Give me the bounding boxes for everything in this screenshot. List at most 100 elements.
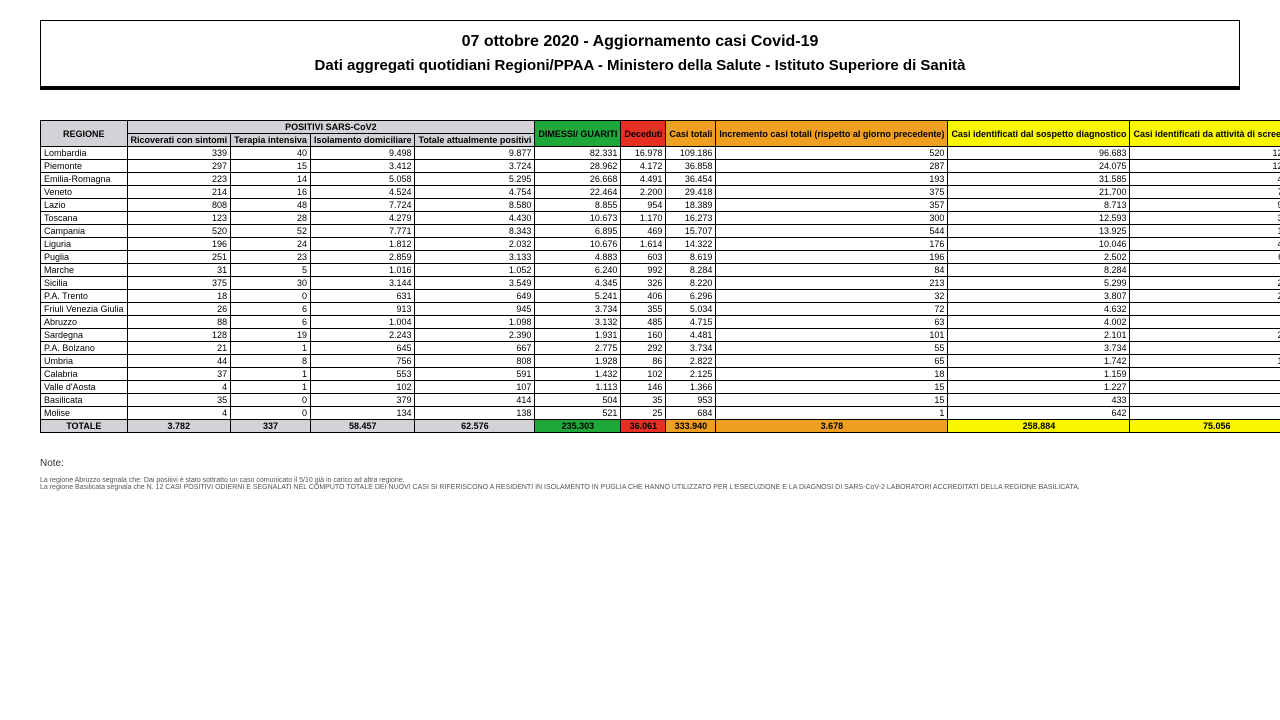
data-cell: 6 <box>231 316 311 329</box>
data-cell: 29.418 <box>666 186 716 199</box>
table-row: P.A. Trento1806316495.2414066.296323.807… <box>41 290 1280 303</box>
data-cell: 24 <box>231 238 311 251</box>
table-row: Campania520527.7718.3436.89546915.707544… <box>41 225 1280 238</box>
data-cell: 2.502 <box>948 251 1130 264</box>
data-cell: 3.734 <box>666 342 716 355</box>
data-cell: 8.713 <box>948 199 1130 212</box>
data-cell: 326 <box>621 277 666 290</box>
data-cell: 24.075 <box>948 160 1130 173</box>
total-row: TOTALE3.78233758.45762.576235.30336.0613… <box>41 420 1280 433</box>
data-cell: 26.668 <box>535 173 621 186</box>
data-cell: 469 <box>621 225 666 238</box>
data-cell: 28.962 <box>535 160 621 173</box>
data-cell: 8.343 <box>415 225 535 238</box>
table-row: Molise401341385212568416424268444.53946.… <box>41 407 1280 420</box>
data-cell: 14.322 <box>666 238 716 251</box>
data-cell: 953 <box>666 394 716 407</box>
region-cell: Veneto <box>41 186 128 199</box>
data-cell: 1.928 <box>535 355 621 368</box>
covid-table: REGIONE POSITIVI SARS-CoV2 DIMESSI/ GUAR… <box>40 120 1280 433</box>
data-cell: 35 <box>127 394 231 407</box>
data-cell: 16 <box>231 186 311 199</box>
data-cell: 1.170 <box>621 212 666 225</box>
data-cell: 36.454 <box>666 173 716 186</box>
data-cell: 4 <box>127 407 231 420</box>
data-cell: 9.676 <box>1130 199 1280 212</box>
data-cell: 4.491 <box>621 173 666 186</box>
data-cell: 15 <box>716 381 948 394</box>
data-cell: 1.366 <box>666 381 716 394</box>
data-cell: 5.295 <box>415 173 535 186</box>
data-cell: 520 <box>127 225 231 238</box>
col-dimessi: DIMESSI/ GUARITI <box>535 121 621 147</box>
data-cell: 5.299 <box>948 277 1130 290</box>
data-cell: 5.241 <box>535 290 621 303</box>
region-cell: Molise <box>41 407 128 420</box>
data-cell: 102 <box>621 368 666 381</box>
data-cell: 4.883 <box>535 251 621 264</box>
data-cell: 8.284 <box>666 264 716 277</box>
data-cell: 31.585 <box>948 173 1130 186</box>
data-cell: 1 <box>231 381 311 394</box>
data-cell: 645 <box>310 342 415 355</box>
data-cell: 18 <box>127 290 231 303</box>
data-cell: 32 <box>716 290 948 303</box>
data-cell: 16.978 <box>621 147 666 160</box>
col-totale-pos: Totale attualmente positivi <box>415 134 535 147</box>
table-row: Liguria196241.8122.03210.6761.61414.3221… <box>41 238 1280 251</box>
data-cell: 1.742 <box>948 355 1130 368</box>
data-cell: 102 <box>310 381 415 394</box>
data-cell: 3.132 <box>535 316 621 329</box>
data-cell: 65 <box>716 355 948 368</box>
header-box: 07 ottobre 2020 - Aggiornamento casi Cov… <box>40 20 1240 90</box>
data-cell: 160 <box>621 329 666 342</box>
data-cell: 86 <box>621 355 666 368</box>
data-cell: 0 <box>1130 264 1280 277</box>
data-cell: 287 <box>716 160 948 173</box>
region-cell: Campania <box>41 225 128 238</box>
data-cell: 107 <box>415 381 535 394</box>
data-cell: 3.549 <box>415 277 535 290</box>
header-line2: Dati aggregati quotidiani Regioni/PPAA -… <box>53 57 1227 74</box>
data-cell: 146 <box>621 381 666 394</box>
data-cell: 649 <box>415 290 535 303</box>
data-cell: 2.390 <box>415 329 535 342</box>
data-cell: 8.855 <box>535 199 621 212</box>
data-cell: 2.200 <box>621 186 666 199</box>
data-cell: 4.715 <box>666 316 716 329</box>
data-cell: 7.771 <box>310 225 415 238</box>
total-cell: 333.940 <box>666 420 716 433</box>
data-cell: 1 <box>231 342 311 355</box>
data-cell: 40 <box>231 147 311 160</box>
data-cell: 4.632 <box>948 303 1130 316</box>
data-cell: 134 <box>310 407 415 420</box>
data-cell: 375 <box>716 186 948 199</box>
data-cell: 193 <box>716 173 948 186</box>
data-cell: 30 <box>231 277 311 290</box>
data-cell: 4.524 <box>310 186 415 199</box>
table-row: Valle d'Aosta411021071.1131461.366151.22… <box>41 381 1280 394</box>
table-row: Calabria3715535911.4321022.125181.159966… <box>41 368 1280 381</box>
data-cell: 402 <box>1130 303 1280 316</box>
data-cell: 35 <box>621 394 666 407</box>
data-cell: 913 <box>310 303 415 316</box>
data-cell: 292 <box>621 342 666 355</box>
table-row: P.A. Bolzano2116456672.7752923.734553.73… <box>41 342 1280 355</box>
data-cell: 684 <box>666 407 716 420</box>
data-cell: 48 <box>231 199 311 212</box>
data-cell: 1.113 <box>535 381 621 394</box>
data-cell: 603 <box>621 251 666 264</box>
region-cell: Piemonte <box>41 160 128 173</box>
table-row: Veneto214164.5244.75422.4642.20029.41837… <box>41 186 1280 199</box>
data-cell: 84 <box>716 264 948 277</box>
data-cell: 414 <box>415 394 535 407</box>
data-cell: 8.580 <box>415 199 535 212</box>
region-cell: Umbria <box>41 355 128 368</box>
data-cell: 0 <box>231 394 311 407</box>
region-cell: Toscana <box>41 212 128 225</box>
data-cell: 12.783 <box>1130 160 1280 173</box>
data-cell: 631 <box>310 290 415 303</box>
col-screening: Casi identificati da attività di screeni… <box>1130 121 1280 147</box>
data-cell: 1.004 <box>310 316 415 329</box>
data-cell: 21 <box>127 342 231 355</box>
